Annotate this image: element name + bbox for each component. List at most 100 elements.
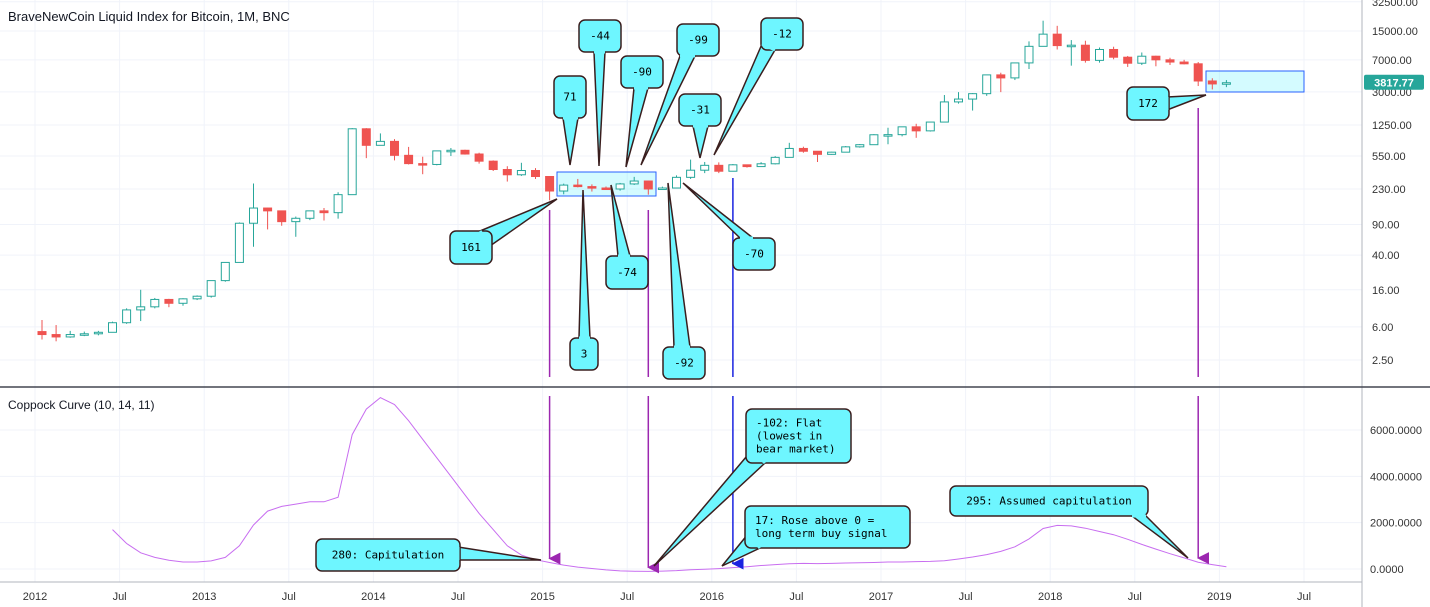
candle bbox=[1052, 25, 1062, 50]
candle bbox=[1179, 59, 1189, 65]
candle bbox=[968, 93, 978, 111]
highlight-box-2019 bbox=[1205, 70, 1305, 93]
callout-label: 71 bbox=[563, 91, 576, 104]
candle-body bbox=[1080, 44, 1090, 61]
time-tick-label: Jul bbox=[113, 591, 127, 603]
candle-body bbox=[672, 176, 681, 189]
candle-body bbox=[855, 144, 865, 148]
callout-seam bbox=[750, 448, 767, 465]
candle bbox=[178, 298, 188, 306]
candle bbox=[220, 261, 230, 282]
callout: 71 bbox=[553, 75, 587, 166]
candle-body bbox=[770, 156, 780, 165]
candle-body bbox=[234, 222, 244, 263]
indicator-title: Coppock Curve (10, 14, 11) bbox=[8, 398, 155, 412]
candle-body bbox=[883, 134, 893, 137]
candle bbox=[784, 142, 794, 158]
candle-body bbox=[502, 169, 512, 176]
candle-body bbox=[996, 74, 1006, 79]
candle-body bbox=[108, 322, 117, 333]
candle bbox=[813, 150, 822, 162]
time-tick-label: 2018 bbox=[1038, 591, 1062, 603]
candle bbox=[686, 159, 696, 179]
price-tick-label: 3000.00 bbox=[1372, 87, 1412, 99]
callout-seam bbox=[761, 42, 776, 52]
candle-body bbox=[1038, 33, 1048, 47]
candle-body bbox=[897, 126, 907, 136]
candle-body bbox=[643, 180, 653, 190]
time-tick-label: 2019 bbox=[1207, 591, 1231, 603]
candle-body bbox=[65, 334, 75, 338]
candle bbox=[629, 176, 639, 185]
callout: -74 bbox=[605, 184, 649, 290]
candle-body bbox=[601, 187, 611, 191]
candle-body bbox=[1010, 62, 1020, 79]
candle-body bbox=[911, 126, 921, 132]
candle bbox=[319, 208, 329, 221]
candle bbox=[375, 133, 385, 146]
price-tick-label: 2.50 bbox=[1372, 355, 1393, 367]
candle bbox=[150, 297, 160, 309]
price-tick-label: 15000.00 bbox=[1372, 26, 1418, 38]
candle-body bbox=[192, 295, 202, 300]
candle bbox=[333, 192, 343, 219]
callout-box bbox=[732, 237, 776, 271]
callout-label: -90 bbox=[632, 66, 652, 79]
time-tick-label: Jul bbox=[1128, 591, 1142, 603]
candle bbox=[206, 280, 216, 298]
candle-body bbox=[968, 93, 978, 100]
candle-body bbox=[784, 147, 794, 158]
callout: -12 bbox=[713, 17, 804, 156]
candle bbox=[728, 164, 738, 172]
price-tick-label: 230.00 bbox=[1372, 184, 1406, 196]
time-tick-label: Jul bbox=[789, 591, 803, 603]
candle-body bbox=[742, 164, 752, 168]
callout-label: -12 bbox=[772, 28, 792, 41]
callout: 295: Assumed capitulation bbox=[949, 485, 1189, 559]
callout-seam bbox=[478, 230, 492, 247]
candle-body bbox=[1137, 55, 1147, 64]
candle bbox=[911, 123, 921, 138]
candle bbox=[51, 325, 61, 342]
candle bbox=[418, 156, 428, 175]
candle bbox=[122, 308, 132, 324]
candle bbox=[925, 121, 935, 132]
candle bbox=[1123, 55, 1133, 67]
candle-body bbox=[51, 334, 61, 338]
callout: 17: Rose above 0 = long term buy signal bbox=[721, 505, 911, 567]
candle bbox=[1038, 20, 1048, 47]
candle bbox=[404, 146, 414, 165]
candle-body bbox=[714, 164, 724, 172]
candle-body bbox=[178, 298, 188, 304]
candle-body bbox=[615, 183, 625, 190]
callout-label: 17: Rose above 0 = long term buy signal bbox=[755, 514, 887, 540]
candle bbox=[827, 151, 837, 155]
candle-body bbox=[432, 150, 442, 165]
price-tick-label: 32500.00 bbox=[1372, 0, 1418, 9]
price-tick-label: 40.00 bbox=[1372, 250, 1400, 262]
candle bbox=[446, 147, 456, 157]
callout: -44 bbox=[578, 19, 622, 167]
callout-label: 280: Capitulation bbox=[332, 549, 445, 562]
candle bbox=[291, 216, 301, 237]
candle bbox=[573, 178, 583, 188]
coppock-tick-label: 6000.0000 bbox=[1370, 425, 1422, 437]
time-tick-label: 2015 bbox=[530, 591, 554, 603]
candle bbox=[390, 139, 399, 161]
candle bbox=[277, 210, 287, 226]
candle-body bbox=[291, 217, 301, 223]
candle bbox=[545, 176, 555, 201]
candle bbox=[37, 319, 47, 340]
coppock-line bbox=[112, 397, 1227, 572]
callout-box bbox=[949, 485, 1149, 517]
candle-body bbox=[559, 184, 569, 192]
coppock-tick-label: 2000.0000 bbox=[1370, 518, 1422, 530]
time-tick-label: 2014 bbox=[361, 591, 385, 603]
candle-body bbox=[1109, 48, 1119, 58]
callout-label: 172 bbox=[1138, 97, 1158, 110]
candle bbox=[347, 128, 357, 196]
candle-body bbox=[263, 207, 273, 212]
candle-body bbox=[1052, 33, 1062, 47]
